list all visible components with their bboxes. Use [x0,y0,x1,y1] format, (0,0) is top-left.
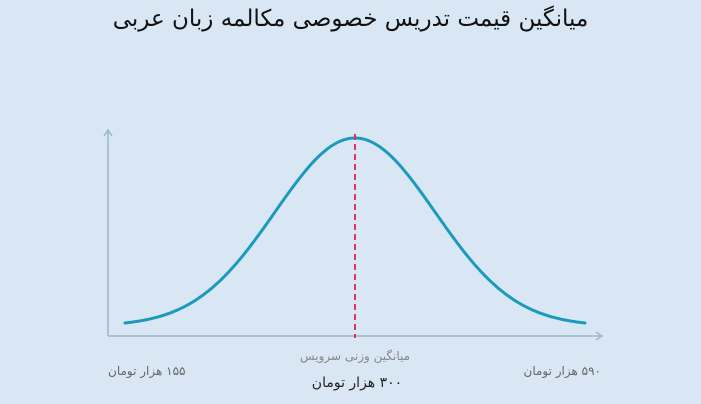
x-axis-arrow-icon [595,331,604,341]
mean-price-label: ۳۰۰ هزار تومان [311,375,403,391]
mean-caption: میانگین وزنی سرویس [299,349,411,363]
y-axis-arrow-icon [103,128,113,137]
page-title: میانگین قیمت تدریس خصوصی مکالمه زبان عرب… [112,6,589,32]
max-price-label: ۵۹۰ هزار تومان [523,364,602,378]
min-price-label: ۱۵۵ هزار تومان [108,364,186,378]
